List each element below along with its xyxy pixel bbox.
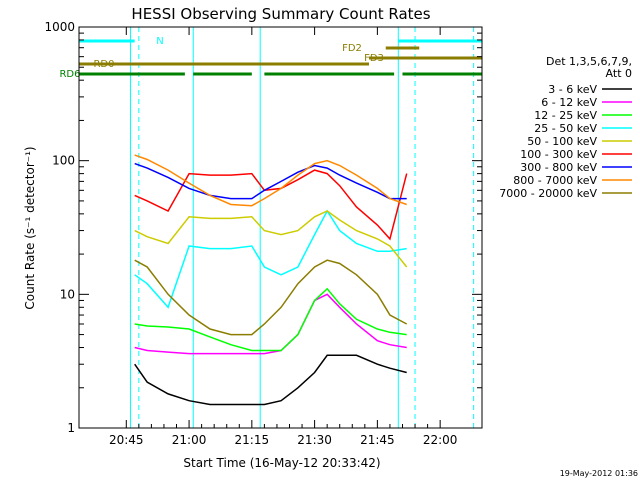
plot-frame xyxy=(78,26,483,429)
legend-label-7: 300 - 800 keV xyxy=(520,161,597,174)
series-line-7 xyxy=(134,162,407,200)
legend-title-line-1: Det 1,3,5,6,7,9, xyxy=(546,55,632,68)
plot-area xyxy=(78,27,475,428)
y-tick-label-4: 1000 xyxy=(44,20,75,34)
date-stamp: 19-May-2012 01:36 xyxy=(560,469,638,478)
y-tick-label-2: 10 xyxy=(60,287,75,301)
legend-title-line-2: Att 0 xyxy=(606,67,632,80)
y-axis: 1 10 100 1000 xyxy=(44,20,482,435)
legend-label-2: 6 - 12 keV xyxy=(541,96,597,109)
status-bar-label-5: RD6 xyxy=(59,69,80,80)
x-tick-label-1: 20:45 xyxy=(109,433,144,447)
series-line-4 xyxy=(134,209,407,309)
series-line-1 xyxy=(134,354,407,406)
x-axis: 20:45 21:00 21:15 21:30 21:45 22:00 xyxy=(109,27,457,447)
y-tick-label-3: 100 xyxy=(52,154,75,168)
legend-label-4: 25 - 50 keV xyxy=(534,122,597,135)
status-bar-label-1: N xyxy=(156,36,163,47)
y-axis-label: Count Rate (s⁻¹ detector⁻¹) xyxy=(23,146,37,309)
status-bar-label-4: RD0 xyxy=(93,59,114,70)
series-line-3 xyxy=(134,287,407,352)
series-line-9 xyxy=(134,259,408,336)
legend-label-1: 3 - 6 keV xyxy=(548,83,597,96)
legend-label-3: 12 - 25 keV xyxy=(534,109,597,122)
legend-label-9: 7000 - 20000 keV xyxy=(499,187,597,200)
legend-label-5: 50 - 100 keV xyxy=(527,135,597,148)
status-bar-label-2: FD2 xyxy=(342,43,362,54)
x-axis-label: Start Time (16-May-12 20:33:42) xyxy=(183,456,380,470)
y-tick-label-1: 1 xyxy=(67,421,75,435)
x-tick-label-3: 21:15 xyxy=(235,433,270,447)
status-bar-label-3: FD3 xyxy=(364,53,384,64)
x-tick-label-4: 21:30 xyxy=(297,433,332,447)
legend-label-8: 800 - 7000 keV xyxy=(513,174,597,187)
x-tick-label-5: 21:45 xyxy=(360,433,395,447)
x-tick-label-2: 21:00 xyxy=(172,433,207,447)
x-tick-label-6: 22:00 xyxy=(423,433,458,447)
chart-title: HESSI Observing Summary Count Rates xyxy=(131,5,430,23)
legend-label-6: 100 - 300 keV xyxy=(520,148,597,161)
series-line-8 xyxy=(134,154,407,207)
series-line-5 xyxy=(134,210,408,268)
